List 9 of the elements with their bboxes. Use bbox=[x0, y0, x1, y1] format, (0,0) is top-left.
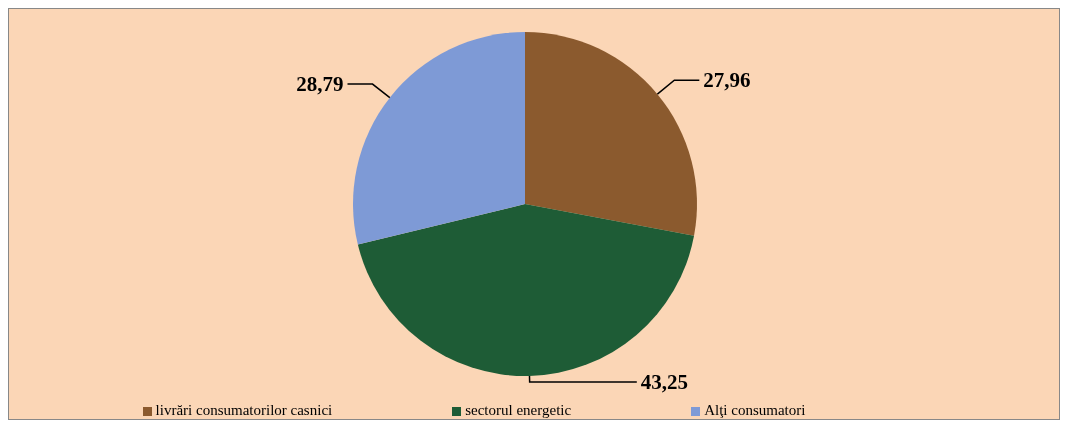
pie-slice bbox=[353, 32, 525, 245]
pie-slice bbox=[357, 204, 695, 376]
legend-label: sectorul energetic bbox=[465, 402, 572, 418]
pie-slice bbox=[525, 32, 697, 236]
data-label: 43,25 bbox=[640, 369, 689, 394]
legend-label: livrări consumatorilor casnici bbox=[155, 402, 333, 418]
data-label: 28,79 bbox=[296, 72, 344, 97]
data-label: 27,96 bbox=[703, 68, 751, 93]
legend-label: Alţi consumatori bbox=[704, 402, 806, 418]
